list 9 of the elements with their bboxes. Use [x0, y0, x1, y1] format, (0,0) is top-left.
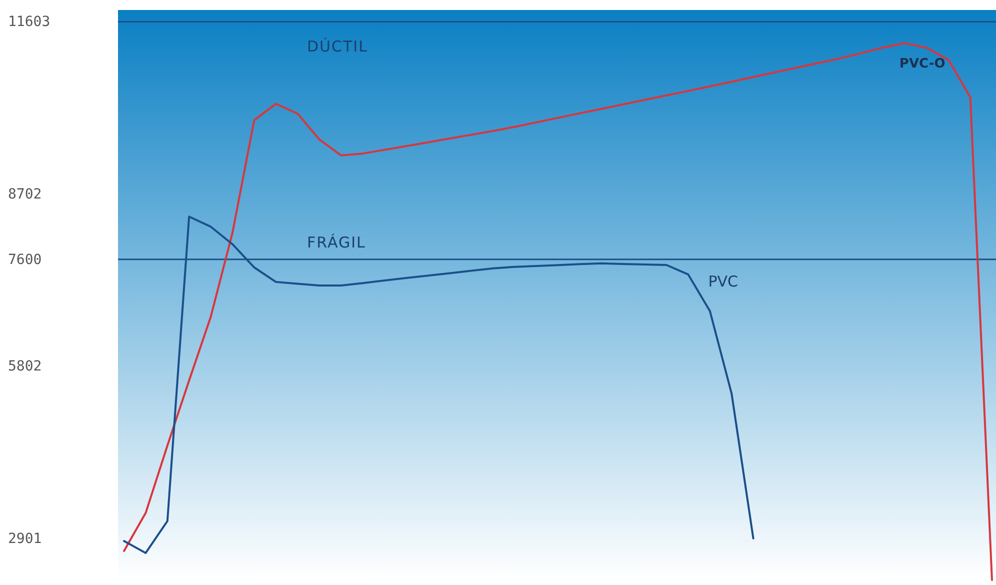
series-label: PVC-O	[899, 56, 946, 72]
y-tick-label: 2901	[8, 530, 42, 547]
series-label: PVC	[708, 272, 738, 290]
ref-line-label: FRÁGIL	[307, 233, 366, 252]
ref-line-label: DÚCTIL	[307, 38, 368, 56]
y-tick-label: 5802	[8, 358, 42, 375]
y-tick-label: 7600	[8, 252, 42, 268]
y-tick-label: 11603	[8, 14, 50, 30]
y-tick-label: 8702	[8, 186, 42, 202]
